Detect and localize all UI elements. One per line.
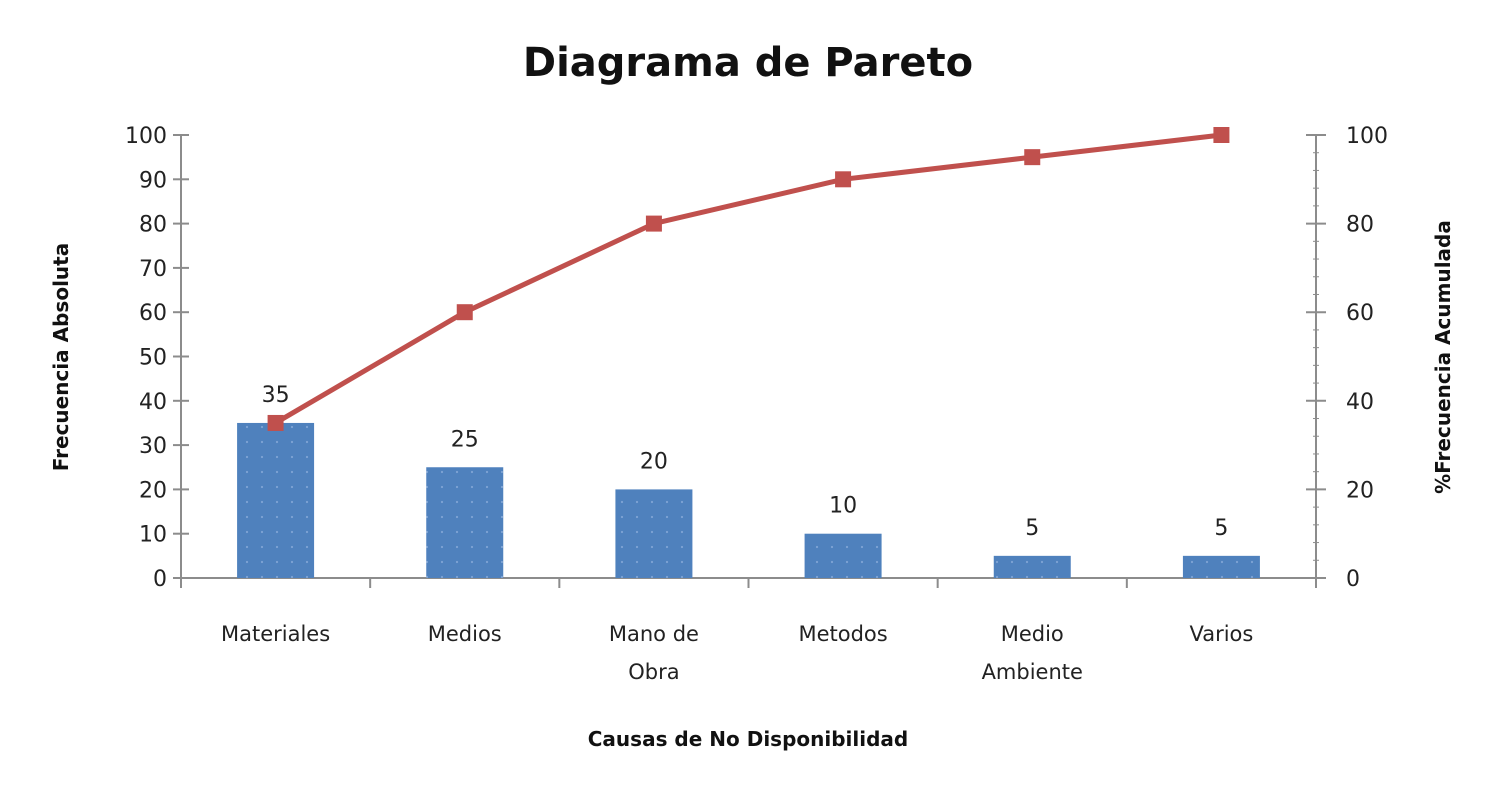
x-axis: Materiales Medios Mano de Obra Metodos Medio A… <box>173 577 1324 684</box>
right-tick-label: 80 <box>1346 213 1374 238</box>
x-category-label: Materiales <box>221 622 330 646</box>
cumulative-line <box>274 132 1222 426</box>
right-tick-label: 20 <box>1346 478 1374 503</box>
square-marker-icon <box>1024 149 1041 166</box>
x-category-label: Varios <box>1189 622 1253 646</box>
left-tick-label: 100 <box>125 124 167 149</box>
left-tick-label: 10 <box>139 523 167 548</box>
left-tick-label: 80 <box>139 213 167 238</box>
left-tick-label: 90 <box>139 168 167 193</box>
bar-series-frecuencia-absoluta <box>237 422 1260 578</box>
left-tick-label: 60 <box>139 301 167 326</box>
square-marker-icon <box>645 215 662 232</box>
bar <box>615 489 693 578</box>
bar-value-label: 25 <box>451 427 479 452</box>
square-marker-icon <box>267 414 284 431</box>
x-category-label: Medios <box>428 622 502 646</box>
bar <box>1182 555 1260 578</box>
square-marker-icon <box>1213 127 1230 143</box>
square-marker-icon <box>456 304 473 321</box>
bar-value-label: 20 <box>640 449 668 474</box>
left-tick-label: 70 <box>139 257 167 282</box>
right-tick-label: 60 <box>1346 301 1374 326</box>
left-y-axis: 0 10 20 30 40 50 60 70 80 90 100 <box>125 124 189 592</box>
y-axis-title: Frecuencia Absoluta <box>49 243 73 471</box>
bar <box>426 467 504 578</box>
right-y-axis: 0 20 40 60 80 100 <box>1306 124 1388 592</box>
x-axis-title: Causas de No Disponibilidad <box>588 727 909 751</box>
x-category-label: Mano de <box>609 622 699 646</box>
x-category-label: Obra <box>628 660 679 684</box>
right-tick-label: 40 <box>1346 390 1374 415</box>
square-marker-icon <box>835 171 852 188</box>
bar-value-label: 35 <box>262 383 290 408</box>
x-category-label: Medio <box>1001 622 1064 646</box>
left-tick-label: 20 <box>139 478 167 503</box>
x-category-label: Metodos <box>798 622 887 646</box>
y2-axis-title: %Frecuencia Acumulada <box>1431 220 1455 494</box>
bar <box>804 533 882 578</box>
bar-data-labels: 35 25 20 10 5 5 <box>262 383 1229 541</box>
bar-value-label: 5 <box>1214 516 1228 541</box>
chart-title: Diagrama de Pareto <box>523 40 973 86</box>
right-tick-label: 100 <box>1346 124 1388 149</box>
line-series-frecuencia-acumulada <box>267 127 1230 431</box>
left-tick-label: 30 <box>139 434 167 459</box>
left-tick-label: 50 <box>139 346 167 371</box>
bar <box>237 422 315 578</box>
x-category-label: Ambiente <box>982 660 1083 684</box>
left-tick-label: 0 <box>153 567 167 592</box>
right-tick-label: 0 <box>1346 567 1360 592</box>
bar-value-label: 5 <box>1025 516 1039 541</box>
bar-value-label: 10 <box>829 494 857 519</box>
left-tick-label: 40 <box>139 390 167 415</box>
bar <box>993 555 1071 578</box>
